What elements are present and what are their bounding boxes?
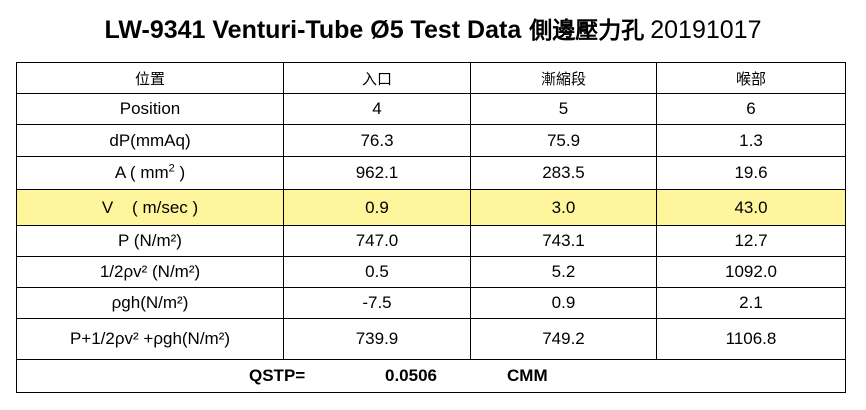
row-label: 1/2ρv² (N/m²): [16, 256, 284, 288]
table-cell: 75.9: [470, 124, 657, 157]
table-cell: -7.5: [283, 287, 471, 319]
title-cjk: 側邊壓力孔: [529, 17, 645, 44]
table-cell: 1106.8: [656, 318, 846, 360]
header-cell-inlet: 入口: [283, 62, 471, 94]
table-cell: 12.7: [656, 225, 846, 257]
table-row: ρgh(N/m²) -7.5 0.9 2.1: [16, 287, 846, 319]
table-cell: 962.1: [283, 156, 471, 190]
row-label: V ( m/sec ): [16, 189, 284, 226]
table-cell: 5.2: [470, 256, 657, 288]
row-label: P+1/2ρv² +ρgh(N/m²): [16, 318, 284, 360]
table-cell: 743.1: [470, 225, 657, 257]
qstp-unit: CMM: [507, 366, 548, 385]
table-cell: 19.6: [656, 156, 846, 190]
table-row: P+1/2ρv² +ρgh(N/m²) 739.9 749.2 1106.8: [16, 318, 846, 360]
table-row: dP(mmAq) 76.3 75.9 1.3: [16, 124, 846, 157]
title-date: 20191017: [650, 16, 762, 44]
qstp-label: QSTP=: [249, 366, 306, 385]
table-cell: 0.5: [283, 256, 471, 288]
table-row: A ( mm2 ) 962.1 283.5 19.6: [16, 156, 846, 190]
data-table: 位置 入口 漸縮段 喉部 Position 4 5 6 dP(mmAq) 76.…: [16, 62, 846, 393]
table-header-row: 位置 入口 漸縮段 喉部: [16, 62, 846, 94]
table-row: Position 4 5 6: [16, 93, 846, 125]
table-cell: 0.9: [283, 189, 471, 226]
table-row-highlighted: V ( m/sec ) 0.9 3.0 43.0: [16, 189, 846, 226]
page-title: LW-9341 Venturi-Tube Ø5 Test Data 側邊壓力孔 20…: [0, 8, 866, 53]
table-cell: 747.0: [283, 225, 471, 257]
table-cell: 6: [656, 93, 846, 125]
header-cell-throat: 喉部: [656, 62, 846, 94]
header-cell-converging: 漸縮段: [470, 62, 657, 94]
title-main: LW-9341 Venturi-Tube Ø5 Test Data: [104, 16, 522, 44]
table-cell: 3.0: [470, 189, 657, 226]
table-cell: 4: [283, 93, 471, 125]
table-row: P (N/m²) 747.0 743.1 12.7: [16, 225, 846, 257]
row-label: P (N/m²): [16, 225, 284, 257]
table-cell: 2.1: [656, 287, 846, 319]
table-cell: 5: [470, 93, 657, 125]
table-cell: 739.9: [283, 318, 471, 360]
table-cell: 76.3: [283, 124, 471, 157]
row-label: ρgh(N/m²): [16, 287, 284, 319]
table-cell: 283.5: [470, 156, 657, 190]
row-label-text-end: ): [174, 163, 186, 182]
table-cell: 1.3: [656, 124, 846, 157]
table-cell: 1092.0: [656, 256, 846, 288]
row-label: Position: [16, 93, 284, 125]
header-cell-position: 位置: [16, 62, 284, 94]
table-row: 1/2ρv² (N/m²) 0.5 5.2 1092.0: [16, 256, 846, 288]
table-footer-row: QSTP= 0.0506 CMM: [16, 359, 846, 393]
row-label-text: A ( mm: [114, 163, 169, 182]
row-label: dP(mmAq): [16, 124, 284, 157]
table-cell: 0.9: [470, 287, 657, 319]
table-cell: 749.2: [470, 318, 657, 360]
row-label-superscript: 2: [168, 162, 175, 175]
table-cell: 43.0: [656, 189, 846, 226]
qstp-value: 0.0506: [385, 366, 437, 385]
footer-cell: QSTP= 0.0506 CMM: [16, 359, 846, 393]
row-label: A ( mm2 ): [16, 156, 284, 190]
